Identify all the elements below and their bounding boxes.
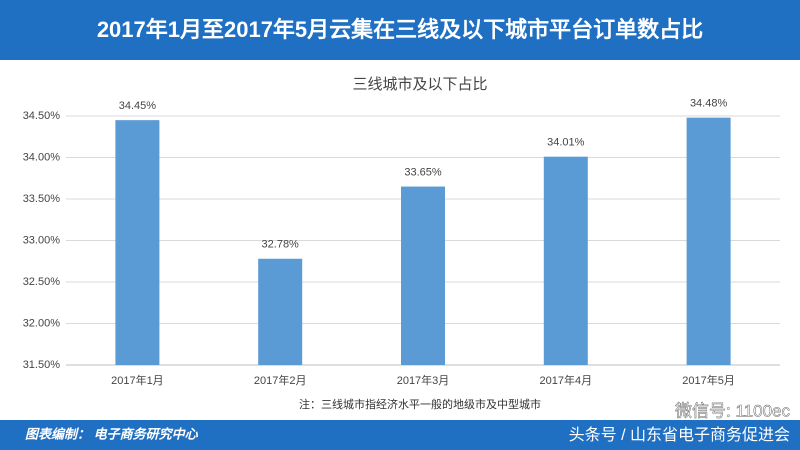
bar: [115, 120, 160, 366]
x-tick-label: 2017年4月: [540, 373, 593, 387]
footer-credit: 图表编制： 电子商务研究中心: [25, 426, 199, 441]
header-band: [0, 0, 800, 60]
footer-band: [0, 420, 800, 450]
bar: [258, 258, 303, 365]
x-tick-label: 2017年5月: [682, 373, 735, 387]
bar: [401, 186, 445, 365]
y-tick-label: 31.50%: [23, 359, 61, 371]
y-tick-label: 32.00%: [23, 317, 61, 329]
value-label: 33.65%: [404, 166, 442, 178]
value-label: 34.01%: [547, 137, 585, 149]
chart-title: 三线城市及以下占比: [352, 76, 487, 93]
value-label: 34.45%: [119, 100, 157, 112]
y-tick-label: 32.50%: [23, 276, 61, 288]
watermark-toutiao: 头条号 / 山东省电子商务促进会: [569, 426, 790, 444]
y-tick-label: 33.50%: [23, 193, 61, 205]
x-tick-label: 2017年1月: [111, 373, 164, 387]
chart-note: 注：三线城市指经济水平一般的地级市及中型城市: [299, 397, 541, 411]
value-label: 34.48%: [690, 98, 728, 110]
x-tick-label: 2017年3月: [397, 373, 450, 387]
value-label: 32.78%: [262, 239, 300, 251]
y-tick-label: 34.50%: [23, 110, 61, 122]
x-tick-label: 2017年2月: [254, 373, 307, 387]
header-title: 2017年1月至2017年5月云集在三线及以下城市平台订单数占比: [97, 17, 703, 42]
watermark-wechat: 微信号: 1100ec: [675, 401, 790, 420]
bar: [686, 117, 731, 365]
y-tick-label: 34.00%: [23, 151, 61, 163]
y-tick-label: 33.00%: [23, 234, 61, 246]
bar: [543, 156, 588, 365]
